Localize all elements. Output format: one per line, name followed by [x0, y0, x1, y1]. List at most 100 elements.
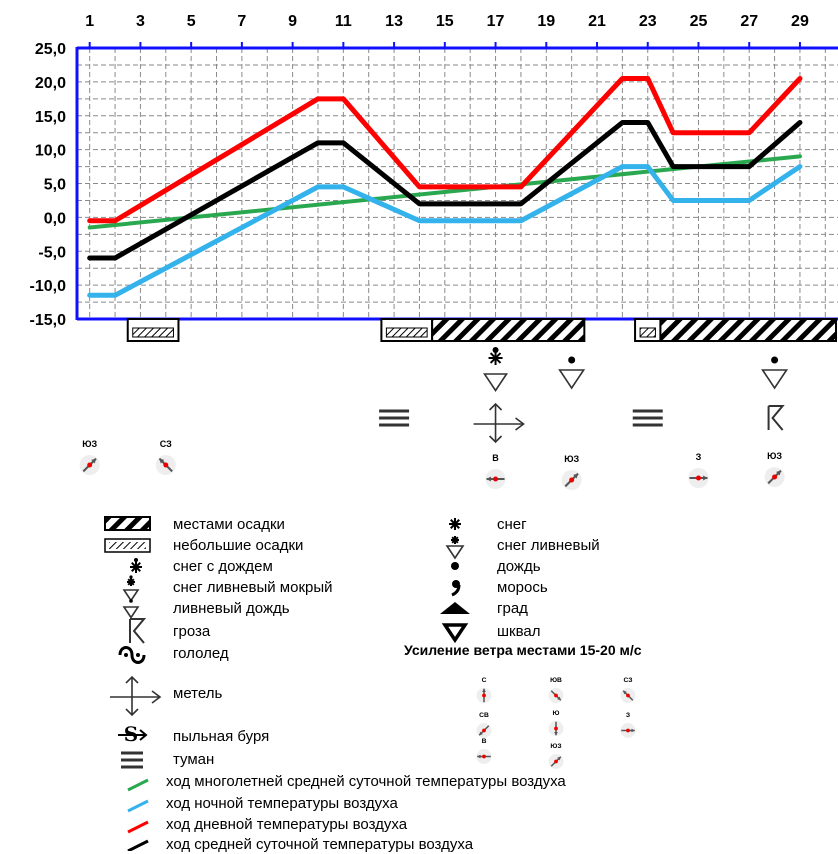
- wind-center-dot: [554, 693, 558, 698]
- wind-arrowhead: [486, 476, 491, 482]
- wind-direction-label: ЮВ: [550, 677, 562, 684]
- legend-squall-label: шквал: [497, 623, 541, 640]
- x-tick-label: 23: [639, 13, 657, 30]
- drizzle-tail: [451, 584, 461, 597]
- y-tick-label: -15,0: [30, 312, 67, 329]
- dust-storm-icon: S: [118, 722, 148, 746]
- sleet-shower-icon: [483, 347, 509, 392]
- snow-icon: [449, 518, 461, 530]
- wind-icon: З: [688, 452, 709, 488]
- triangle-shape: [445, 545, 465, 560]
- wind-arrowhead: [479, 731, 483, 736]
- legend-line-night-label: ход ночной температуры воздуха: [166, 795, 398, 812]
- triangle-shape: [483, 373, 509, 392]
- wind-direction-label: С: [482, 677, 487, 684]
- wet-snow-shower-icon: [122, 575, 140, 602]
- night-temp-line: [87, 164, 803, 298]
- legend-line-normal-label: ход многолетней средней суточной темпера…: [166, 773, 566, 790]
- wind-direction-label: СВ: [479, 712, 489, 719]
- axes: 1 3 5 7 9 11 13 15 17 19 21 23 25 27 2925,020,015,010,…: [30, 13, 838, 329]
- drizzle-icon: [451, 580, 461, 597]
- x-tick-label: 5: [187, 13, 196, 30]
- glaze-icon: [118, 646, 146, 664]
- star-stroke: [127, 578, 135, 586]
- wind-direction-label: ЮЗ: [564, 454, 579, 464]
- weather-symbols: [379, 347, 789, 444]
- blizzard-icon: [110, 675, 162, 717]
- wind-direction-label: Ю: [553, 710, 560, 717]
- triangle-shape: [761, 369, 789, 390]
- dot-shape: [451, 562, 459, 570]
- wind-direction-label: З: [626, 712, 630, 719]
- legend-rain-label: дождь: [497, 558, 541, 575]
- glaze-dot: [124, 653, 128, 657]
- legend-dust-label: пыльная буря: [173, 728, 270, 745]
- y-tick-label: -10,0: [30, 278, 67, 295]
- y-tick-label: -5,0: [38, 244, 66, 261]
- wind-center-dot: [554, 759, 558, 764]
- x-tick-label: 21: [588, 13, 606, 30]
- x-tick-label: 19: [537, 13, 555, 30]
- wind-direction-label: З: [696, 452, 702, 462]
- wind-legend-icon: ЮВ: [548, 677, 564, 703]
- wind-arrowhead: [477, 754, 481, 759]
- wind-center-dot: [482, 693, 486, 698]
- y-tick-label: 25,0: [35, 41, 66, 58]
- glaze-dot: [136, 653, 140, 657]
- wind-center-dot: [482, 728, 486, 733]
- wind-arrowhead: [91, 458, 97, 464]
- squall-icon: [441, 623, 469, 644]
- wind-arrowhead: [482, 688, 486, 692]
- wind-legend-icon: Ю: [548, 710, 564, 736]
- legend-snow-label: снег: [497, 516, 527, 533]
- wind-direction-label: ЮЗ: [550, 743, 561, 750]
- y-tick-label: 10,0: [35, 143, 66, 160]
- legend-heavy-label: местами осадки: [173, 516, 285, 533]
- temperature-series: [87, 75, 803, 298]
- wind-center-dot: [493, 476, 499, 482]
- wind-arrowhead: [554, 732, 558, 736]
- hail-icon: [440, 602, 470, 614]
- snow-shower-icon: [445, 536, 465, 560]
- wind-arrowhead: [557, 696, 561, 701]
- legend-mean-swatch: [127, 839, 149, 851]
- blizzard-arrow: [488, 402, 503, 411]
- wind-direction-label: СЗ: [623, 677, 632, 684]
- wind-direction-label: ЮЗ: [767, 451, 782, 461]
- wind-arrowhead: [631, 728, 635, 733]
- wind-legend-icon: СВ: [476, 712, 492, 738]
- y-tick-label: 15,0: [35, 109, 66, 126]
- wind-center-dot: [163, 462, 169, 468]
- legend-normal-swatch: [127, 778, 149, 792]
- triangle-shape: [122, 606, 140, 619]
- wind-center-dot: [554, 726, 558, 731]
- day-temp-line: [87, 75, 803, 224]
- wind-icon: СЗ: [155, 439, 176, 475]
- dot-shape: [129, 599, 133, 603]
- wind-legend-icon: СЗ: [620, 677, 636, 703]
- dot-shape: [771, 356, 779, 364]
- blizzard-arrow: [515, 417, 525, 431]
- x-tick-label: 11: [335, 13, 352, 30]
- wind-center-dot: [87, 462, 93, 468]
- legend-drizzle-label: морось: [497, 579, 548, 596]
- dust-storm-arrowhead: [139, 729, 148, 741]
- thunder-bolt: [768, 405, 785, 431]
- fog-icon: [379, 409, 410, 427]
- star-stroke: [450, 519, 460, 529]
- precip-light-hatch: [385, 327, 428, 338]
- wind-legend-icon: ЮЗ: [548, 743, 564, 769]
- grid: [77, 48, 838, 319]
- y-tick-label: 0,0: [44, 210, 66, 227]
- legend-sleet-label: снег с дождем: [173, 558, 273, 575]
- dot-shape: [492, 347, 499, 353]
- y-tick-label: 5,0: [44, 177, 66, 194]
- wind-symbols: ЮЗ СЗ В ЮЗ З ЮЗ: [79, 439, 785, 490]
- triangle-shape: [122, 589, 140, 602]
- y-tick-label: 20,0: [35, 75, 66, 92]
- wind-icon: ЮЗ: [561, 454, 582, 490]
- blizzard-arrow: [488, 435, 503, 444]
- mean-temp-line: [87, 120, 803, 261]
- wind-center-dot: [695, 475, 701, 481]
